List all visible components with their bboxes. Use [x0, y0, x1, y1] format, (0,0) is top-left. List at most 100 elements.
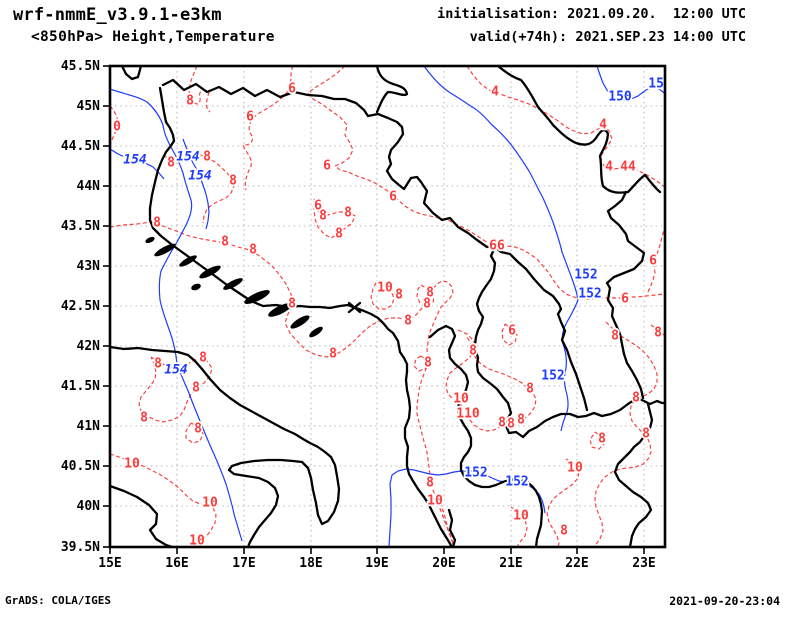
initialisation-time: initialisation: 2021.09.20. 12:00 UTC — [437, 6, 746, 22]
temperature-label: 44 — [620, 160, 636, 175]
temperature-label: 8 — [598, 432, 606, 447]
creation-timestamp: 2021-09-20-23:04 — [669, 594, 780, 608]
islands — [145, 236, 323, 338]
x-axis-label: 18E — [299, 556, 322, 571]
temperature-label: 8 — [654, 326, 662, 341]
height-label: 154 — [188, 169, 212, 184]
temperature-label: 6 — [649, 254, 657, 269]
temperature-label: 6 — [246, 110, 254, 125]
temperature-label: 6 — [621, 292, 629, 307]
temperature-label: 8 — [426, 286, 434, 301]
x-axis-label: 20E — [432, 556, 455, 571]
temperature-label: 8 — [335, 227, 343, 242]
temperature-label: 8 — [642, 427, 650, 442]
height-label: 152 — [578, 287, 601, 302]
temperature-label: 8 — [395, 288, 403, 303]
temperature-label: 8 — [423, 297, 431, 312]
temperature-label: 6 — [288, 82, 296, 97]
temperature-label: 8 — [498, 416, 506, 431]
temperature-label: 8 — [507, 417, 515, 432]
height-label: 152 — [574, 268, 597, 283]
temperature-label: 8 — [203, 150, 211, 165]
temperature-label: 10 — [567, 461, 583, 476]
temperature-label: 6 — [314, 199, 322, 214]
temperature-label: 10 — [377, 281, 393, 296]
x-axis-label: 15E — [98, 556, 121, 571]
temperature-label: 8 — [229, 174, 237, 189]
temperature-label: 8 — [424, 356, 432, 371]
y-axis-label: 42.5N — [61, 299, 100, 314]
temperature-label: 10 — [189, 534, 205, 549]
model-title: wrf-nmmE_v3.9.1-e3km — [13, 5, 222, 25]
y-axis-label: 42N — [77, 339, 101, 354]
temperature-label: 4 — [599, 118, 607, 133]
temperature-label: 8 — [560, 524, 568, 539]
height-label: 150 — [648, 77, 672, 92]
temperature-label: 10 — [124, 457, 140, 472]
temperature-label: 8 — [221, 235, 229, 250]
x-axis-label: 17E — [232, 556, 255, 571]
temperature-label: 8 — [426, 476, 434, 491]
height-label: 154 — [176, 150, 200, 165]
grads-credit: GrADS: COLA/IGES — [5, 594, 111, 607]
temperature-label: 6 — [323, 159, 331, 174]
temperature-label: 8 — [140, 411, 148, 426]
temperature-label: 10 — [453, 392, 469, 407]
temperature-label: 8 — [329, 347, 337, 362]
height-label: 152 — [505, 475, 528, 490]
y-axis-label: 44.5N — [61, 139, 100, 154]
temperature-label: 10 — [513, 509, 529, 524]
coastline-borders — [110, 66, 665, 547]
temperature-label: 8 — [469, 344, 477, 359]
height-label: 152 — [541, 369, 564, 384]
temperature-label: 8 — [186, 94, 194, 109]
temperature-label: 8 — [632, 391, 640, 406]
valid-time: valid(+74h): 2021.SEP.23 14:00 UTC — [469, 29, 746, 45]
temperature-label: 8 — [249, 243, 257, 258]
y-axis-label: 40N — [77, 499, 101, 514]
temperature-label: 8 — [194, 422, 202, 437]
temperature-label: 8 — [167, 156, 175, 171]
temperature-label: 8 — [192, 381, 200, 396]
height-label: 152 — [464, 466, 487, 481]
temperature-label: 6 — [389, 190, 397, 205]
y-axis-label: 39.5N — [61, 540, 100, 555]
temperature-label: 8 — [611, 329, 619, 344]
temperature-label: 6 — [508, 324, 516, 339]
y-axis-label: 41.5N — [61, 379, 100, 394]
temperature-label: 8 — [404, 314, 412, 329]
x-axis-label: 16E — [165, 556, 188, 571]
y-axis-label: 45N — [77, 99, 101, 114]
temperature-label: 4 — [491, 85, 499, 100]
x-axis-label: 23E — [632, 556, 655, 571]
y-axis-label: 40.5N — [61, 459, 100, 474]
temperature-label: 8 — [319, 209, 327, 224]
y-axis-label: 43N — [77, 259, 101, 274]
height-label: 154 — [123, 153, 147, 168]
temperature-label: 10 — [202, 496, 218, 511]
y-axis-label: 45.5N — [61, 59, 100, 74]
height-label: 150 — [608, 90, 632, 105]
temperature-label: 8 — [154, 357, 162, 372]
x-axis-label: 19E — [365, 556, 388, 571]
temperature-label: 8 — [344, 206, 352, 221]
temperature-label: 110 — [456, 407, 480, 422]
y-axis-label: 43.5N — [61, 219, 100, 234]
y-axis-label: 41N — [77, 419, 101, 434]
temperature-label: 66 — [489, 239, 505, 254]
axis-ticks — [103, 65, 645, 554]
y-axis-label: 44N — [77, 179, 101, 194]
height-label: 154 — [164, 363, 188, 378]
x-axis-labels: 15E 16E 17E 18E 19E 20E 21E 22E 23E — [98, 556, 655, 571]
temperature-label: 8 — [288, 297, 296, 312]
plot-subtitle: <850hPa> Height,Temperature — [31, 29, 275, 45]
y-axis-labels: 45.5N 45N 44.5N 44N 43.5N 43N 42.5N 42N 41.5N 41N… — [61, 59, 100, 555]
temperature-label: 8 — [153, 216, 161, 231]
temperature-label: 8 — [199, 351, 207, 366]
height-contours — [110, 66, 665, 547]
temperature-label: 8 — [526, 382, 534, 397]
x-axis-label: 22E — [565, 556, 588, 571]
